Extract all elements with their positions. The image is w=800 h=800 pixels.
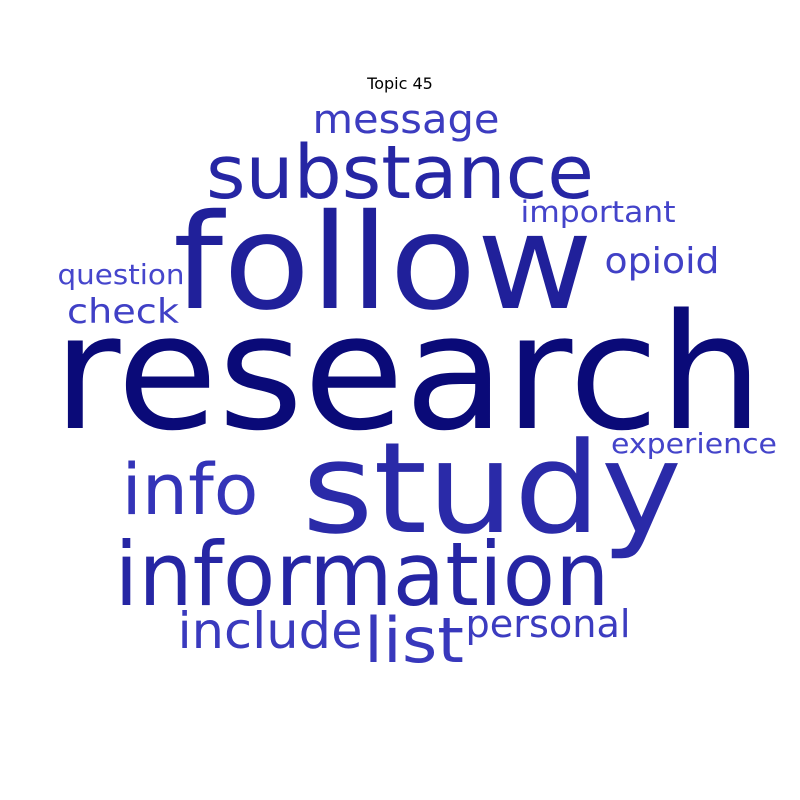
word-information: information	[115, 523, 610, 626]
word-list: list	[364, 604, 464, 677]
word-important: important	[521, 195, 676, 229]
word-include: include	[178, 602, 363, 660]
word-personal: personal	[466, 602, 631, 646]
word-message: message	[313, 97, 500, 143]
word-study: study	[302, 415, 682, 562]
word-substance: substance	[206, 130, 594, 216]
word-check: check	[67, 292, 179, 332]
word-follow: follow	[173, 186, 593, 340]
word-experience: experience	[611, 427, 777, 460]
word-info: info	[122, 449, 259, 531]
word-question: question	[58, 258, 185, 291]
word-opioid: opioid	[605, 241, 720, 282]
chart-title: Topic 45	[367, 74, 433, 93]
word-research: research	[53, 279, 763, 466]
